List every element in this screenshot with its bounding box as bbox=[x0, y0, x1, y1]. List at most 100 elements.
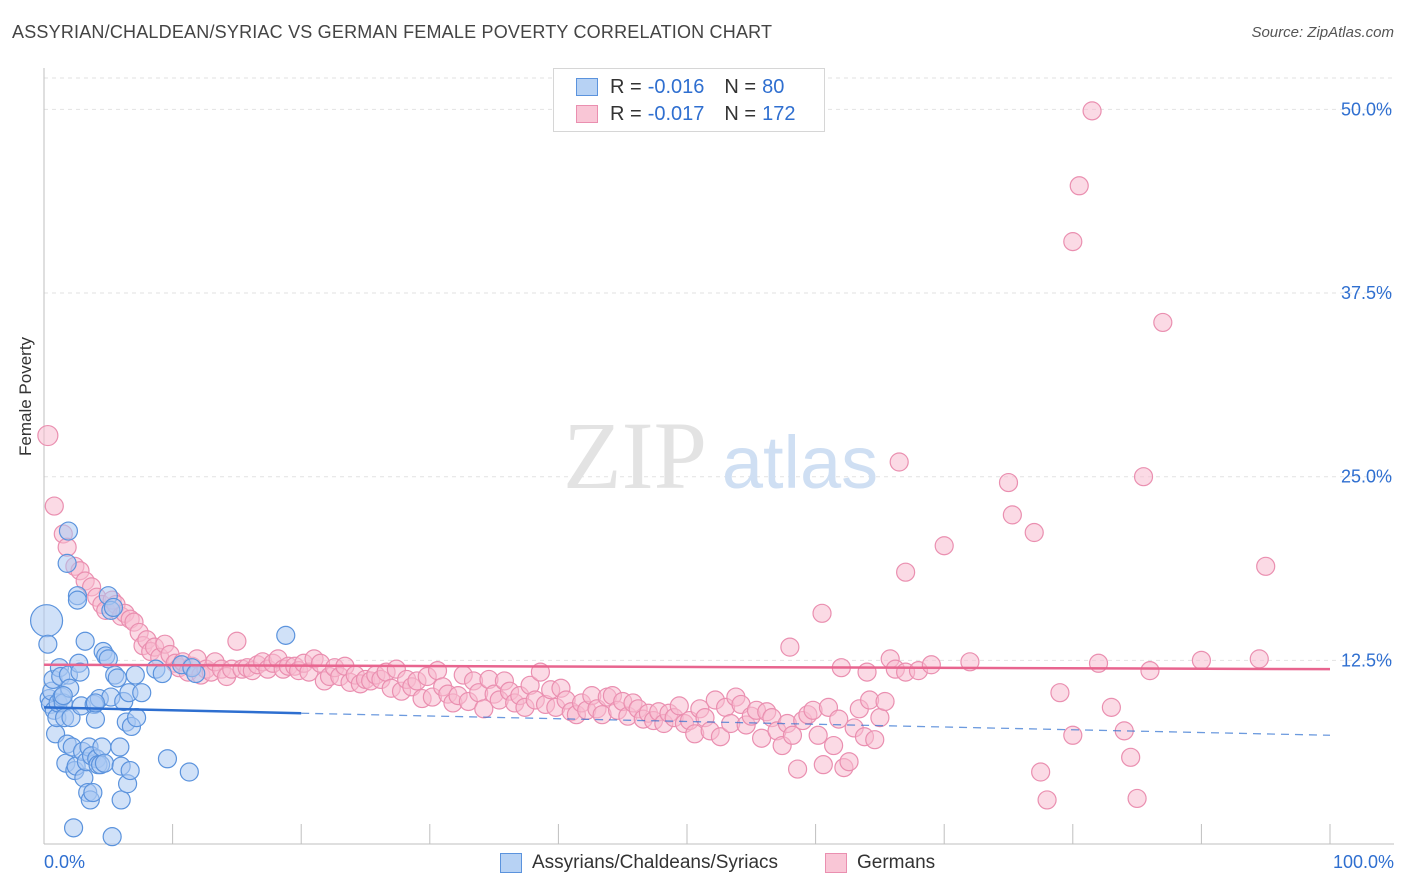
germans-point-154 bbox=[824, 735, 844, 756]
germans-point-1 bbox=[44, 496, 64, 516]
germans-point-3 bbox=[57, 537, 77, 557]
germans-point-171 bbox=[780, 637, 800, 657]
germans-point-169 bbox=[921, 655, 941, 675]
y-tick-labels: 12.5% 25.0% 37.5% 50.0% bbox=[1341, 99, 1392, 670]
legend-row-germans: R = -0.017 N = 172 bbox=[576, 102, 795, 126]
watermark: ZIP atlas bbox=[563, 402, 878, 509]
germans-point-124 bbox=[669, 696, 689, 716]
assyrians-point-67 bbox=[125, 665, 145, 685]
x-tick-max: 100.0% bbox=[1332, 852, 1394, 872]
germans-point-157 bbox=[839, 752, 859, 772]
assyrians-trend-dashed bbox=[301, 712, 1331, 736]
germans-point-176 bbox=[934, 536, 954, 556]
assyrians-point-23 bbox=[63, 818, 84, 838]
legend-row-assyrians: R = -0.016 N = 80 bbox=[576, 75, 784, 99]
series-legend-assyrians: Assyrians/Chaldeans/Syriacs bbox=[500, 852, 778, 874]
assyrians-point-39 bbox=[83, 782, 103, 803]
y-tick-label-2: 37.5% bbox=[1341, 283, 1392, 303]
y-tick-label-0: 12.5% bbox=[1341, 650, 1392, 670]
germans-point-86 bbox=[474, 699, 494, 719]
y-tick-label-1: 25.0% bbox=[1341, 467, 1392, 487]
germans-point-185 bbox=[1069, 176, 1089, 196]
germans-point-162 bbox=[865, 730, 885, 750]
assyrians-point-53 bbox=[98, 649, 118, 669]
legend-r-value: -0.016 bbox=[647, 75, 705, 98]
series-legend: Assyrians/Chaldeans/Syriacs Germans bbox=[0, 852, 1406, 878]
assyrians-points bbox=[29, 521, 296, 847]
assyrians-point-52 bbox=[103, 597, 124, 618]
germans-trend-line bbox=[43, 663, 1331, 671]
germans-point-155 bbox=[829, 709, 849, 729]
legend-r-label: R = bbox=[610, 75, 642, 98]
series-swatch-pink bbox=[825, 853, 847, 873]
germans-point-147 bbox=[787, 759, 808, 779]
germans-point-38 bbox=[227, 631, 247, 651]
series-label-germans: Germans bbox=[857, 852, 936, 873]
germans-point-193 bbox=[1256, 556, 1276, 576]
assyrians-point-65 bbox=[120, 760, 140, 781]
trend-lines bbox=[43, 663, 1331, 736]
assyrians-point-17 bbox=[58, 521, 79, 541]
germans-point-132 bbox=[710, 727, 731, 747]
germans-point-186 bbox=[1082, 101, 1102, 121]
series-legend-germans: Germans bbox=[825, 852, 935, 874]
assyrians-point-18 bbox=[57, 553, 77, 573]
series-label-assyrians: Assyrians/Chaldeans/Syriacs bbox=[532, 852, 779, 873]
legend-swatch-pink bbox=[576, 105, 598, 123]
assyrians-point-76 bbox=[186, 663, 206, 684]
germans-point-170 bbox=[812, 603, 832, 623]
germans-point-140 bbox=[751, 728, 772, 748]
assyrians-point-41 bbox=[85, 709, 106, 729]
assyrians-point-48 bbox=[94, 753, 115, 773]
germans-point-198 bbox=[1191, 650, 1212, 670]
assyrians-point-29 bbox=[70, 662, 90, 682]
watermark-atlas: atlas bbox=[722, 421, 878, 504]
legend-n-value: 172 bbox=[762, 102, 796, 125]
x-tick-min: 0.0% bbox=[44, 852, 86, 872]
legend-n-label: N = bbox=[724, 102, 757, 125]
germans-point-0 bbox=[37, 424, 59, 447]
assyrians-point-27 bbox=[67, 590, 88, 610]
germans-point-177 bbox=[960, 652, 980, 672]
germans-point-184 bbox=[1063, 232, 1083, 252]
germans-point-151 bbox=[808, 725, 828, 745]
assyrians-point-33 bbox=[75, 631, 95, 651]
germans-point-152 bbox=[813, 755, 833, 775]
germans-point-174 bbox=[889, 452, 909, 472]
germans-point-77 bbox=[427, 661, 448, 681]
germans-point-191 bbox=[1133, 467, 1154, 487]
assyrians-point-60 bbox=[111, 790, 131, 810]
assyrians-point-71 bbox=[152, 663, 172, 684]
assyrians-point-77 bbox=[276, 625, 296, 645]
germans-point-180 bbox=[1024, 522, 1044, 543]
germans-point-195 bbox=[1063, 725, 1083, 745]
assyrians-point-1 bbox=[38, 634, 58, 654]
assyrians-point-74 bbox=[179, 762, 199, 782]
correlation-legend: R = -0.016 N = 80 R = -0.017 N = 172 bbox=[553, 68, 825, 132]
legend-swatch-blue bbox=[576, 78, 598, 96]
germans-point-178 bbox=[998, 472, 1019, 493]
germans-point-179 bbox=[1002, 505, 1022, 525]
assyrians-point-46 bbox=[92, 737, 112, 757]
assyrians-trend-line bbox=[43, 706, 302, 715]
chart-title: ASSYRIAN/CHALDEAN/SYRIAC VS GERMAN FEMAL… bbox=[12, 22, 773, 42]
assyrians-point-69 bbox=[132, 683, 152, 703]
assyrians-point-56 bbox=[110, 737, 130, 757]
legend-r-label: R = bbox=[610, 102, 642, 125]
germans-point-192 bbox=[1153, 312, 1173, 333]
source-label: Source: ZipAtlas.com bbox=[1251, 24, 1394, 41]
germans-point-187 bbox=[1101, 697, 1121, 717]
germans-point-173 bbox=[857, 662, 877, 682]
germans-point-189 bbox=[1121, 747, 1141, 767]
germans-point-194 bbox=[1249, 649, 1269, 669]
germans-point-190 bbox=[1127, 788, 1147, 809]
assyrians-point-68 bbox=[126, 708, 147, 728]
legend-r-value: -0.017 bbox=[647, 102, 705, 125]
y-axis-label: Female Poverty bbox=[16, 336, 35, 456]
watermark-zip: ZIP bbox=[563, 402, 707, 509]
germans-point-146 bbox=[782, 725, 803, 745]
germans-point-163 bbox=[870, 708, 890, 728]
germans-point-197 bbox=[1140, 661, 1160, 681]
assyrians-point-72 bbox=[157, 749, 178, 769]
